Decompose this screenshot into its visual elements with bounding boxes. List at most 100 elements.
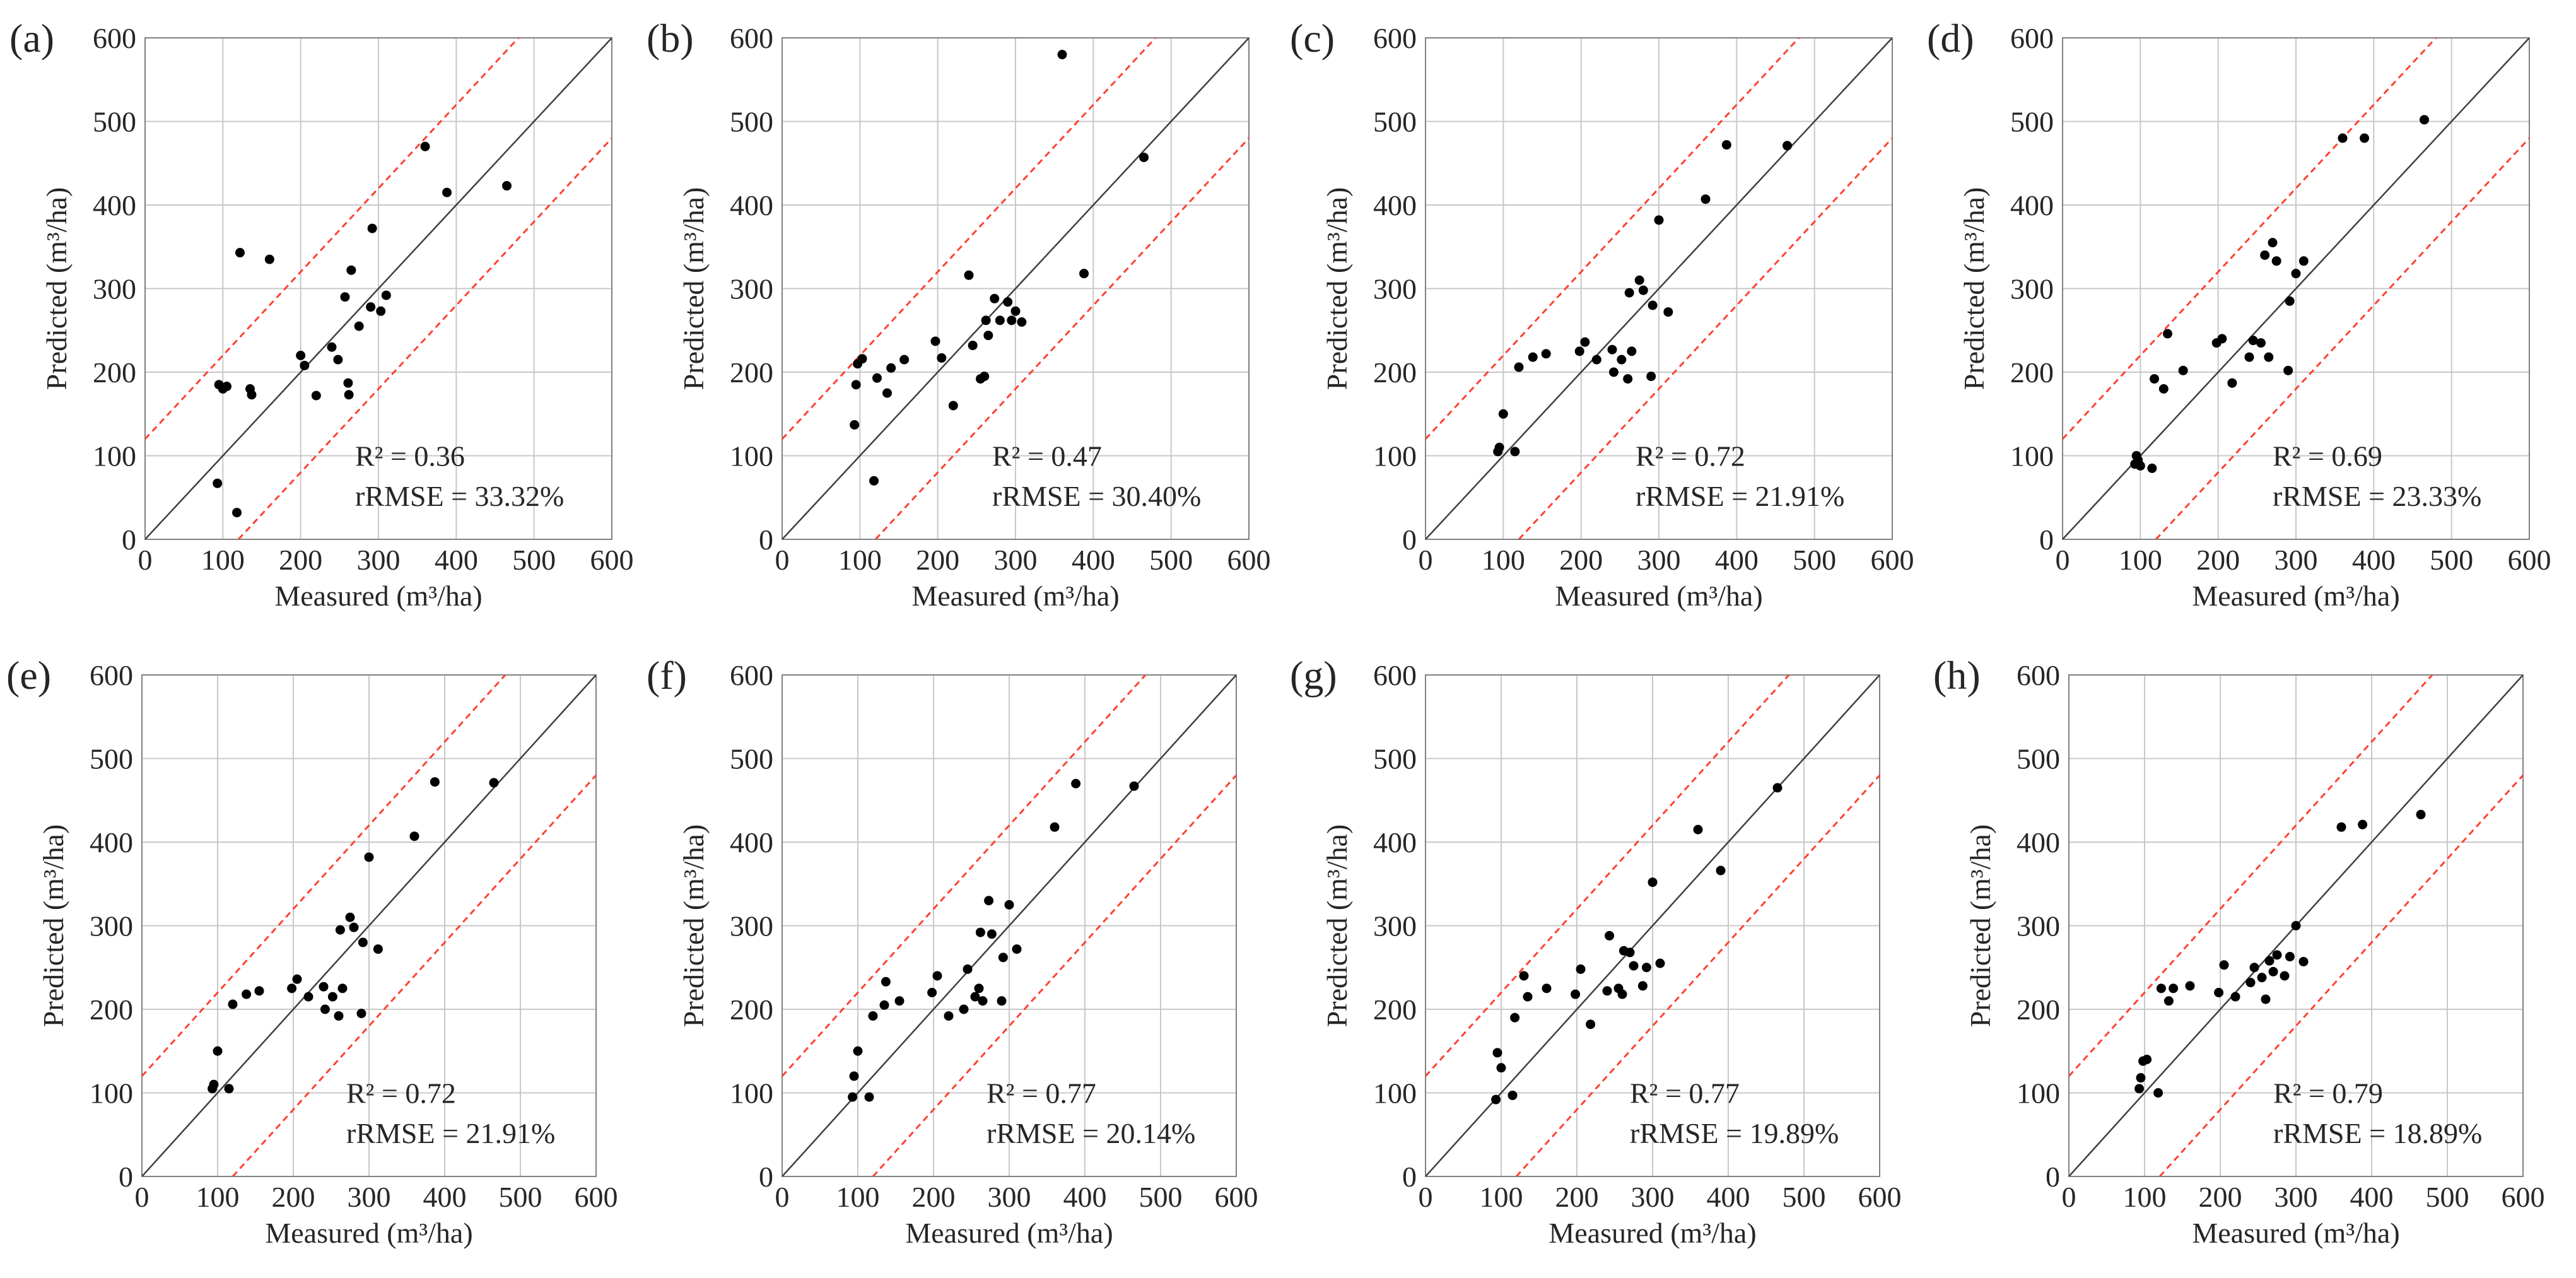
x-axis-title: Measured (m³/ha) xyxy=(911,580,1119,612)
data-point xyxy=(344,390,354,400)
y-tick-label: 400 xyxy=(1373,189,1417,221)
data-point xyxy=(2268,238,2278,248)
data-point xyxy=(1129,781,1139,791)
y-tick-label: 500 xyxy=(90,743,133,775)
panel-label: (f) xyxy=(647,653,687,698)
data-point xyxy=(209,1079,219,1089)
data-point xyxy=(345,912,355,922)
x-tick-label: 500 xyxy=(2430,544,2473,576)
data-point xyxy=(296,351,306,360)
rrmse-label: rRMSE = 18.89% xyxy=(2273,1117,2482,1149)
data-point xyxy=(1541,349,1551,359)
data-point xyxy=(2264,352,2274,362)
panel-f: 0 100 200 300 400 500 600 0 100 200 300 400 500 600 Me… xyxy=(647,653,1258,1249)
x-tick-label: 600 xyxy=(1215,1181,1258,1213)
r-squared-label: R² = 0.72 xyxy=(346,1077,456,1109)
data-point xyxy=(997,996,1007,1006)
rrmse-label: rRMSE = 20.14% xyxy=(986,1117,1195,1149)
data-point xyxy=(1010,306,1021,316)
data-point xyxy=(2360,133,2370,143)
data-point xyxy=(981,315,991,325)
data-point xyxy=(1494,442,1504,452)
data-point xyxy=(2358,819,2368,830)
x-tick-label: 300 xyxy=(348,1181,391,1213)
data-point xyxy=(1057,50,1067,59)
data-point xyxy=(327,992,337,1002)
data-point xyxy=(2336,822,2346,832)
data-point xyxy=(1519,971,1529,981)
data-point xyxy=(1574,346,1584,356)
data-point xyxy=(1498,409,1508,419)
data-point xyxy=(1012,944,1022,954)
data-point xyxy=(222,382,231,392)
identity-line xyxy=(145,38,612,539)
data-point xyxy=(1663,307,1673,317)
data-point xyxy=(864,1092,874,1102)
x-tick-label: 500 xyxy=(1793,544,1836,576)
x-tick-label: 400 xyxy=(1063,1181,1107,1213)
panel-label: (c) xyxy=(1290,16,1335,61)
y-tick-label: 200 xyxy=(730,356,773,389)
x-axis-title: Measured (m³/ha) xyxy=(1549,1217,1756,1249)
data-point xyxy=(2163,996,2174,1006)
x-tick-label: 200 xyxy=(916,544,959,576)
y-axis-title: Predicted (m³/ha) xyxy=(1964,824,1996,1028)
data-point xyxy=(948,401,958,411)
data-point xyxy=(2136,1073,2146,1083)
x-tick-label: 500 xyxy=(1783,1181,1826,1213)
x-tick-label: 100 xyxy=(2123,1181,2167,1213)
data-point xyxy=(2185,981,2195,991)
panel-label: (h) xyxy=(1933,653,1981,698)
plot-frame xyxy=(782,674,1237,1177)
y-tick-label: 100 xyxy=(2017,1077,2060,1110)
data-point xyxy=(2291,921,2301,930)
rrmse-label: rRMSE = 21.91% xyxy=(346,1117,555,1149)
data-point xyxy=(2264,956,2274,966)
data-point xyxy=(340,292,350,302)
data-point xyxy=(1514,362,1524,372)
x-axis-title: Measured (m³/ha) xyxy=(2192,580,2399,612)
x-tick-label: 300 xyxy=(1631,1181,1675,1213)
data-point xyxy=(1571,989,1581,999)
data-point xyxy=(354,321,364,331)
data-point xyxy=(300,360,310,370)
data-point xyxy=(2420,115,2429,125)
y-tick-label: 0 xyxy=(2046,1161,2060,1193)
data-point xyxy=(1617,989,1627,999)
data-point xyxy=(2285,952,2295,962)
rrmse-label: rRMSE = 30.40% xyxy=(992,480,1201,512)
y-tick-label: 100 xyxy=(730,440,773,472)
x-tick-label: 0 xyxy=(2056,544,2070,576)
x-tick-label: 100 xyxy=(1480,1181,1523,1213)
y-tick-label: 500 xyxy=(1373,743,1417,775)
data-point xyxy=(978,996,988,1006)
lower-bound-line xyxy=(2158,773,2523,1176)
y-tick-label: 300 xyxy=(730,273,773,305)
data-point xyxy=(1629,961,1639,971)
y-tick-label: 500 xyxy=(2017,743,2060,775)
data-point xyxy=(2217,334,2227,344)
y-tick-label: 600 xyxy=(2010,22,2054,54)
y-tick-label: 100 xyxy=(93,440,136,472)
x-tick-label: 0 xyxy=(775,544,790,576)
y-tick-label: 500 xyxy=(1373,106,1417,138)
x-tick-label: 200 xyxy=(912,1181,956,1213)
data-point xyxy=(1627,346,1637,356)
panel-d: 0 100 200 300 400 500 600 0 100 200 300 400 500 600 Me… xyxy=(1927,16,2551,612)
data-point xyxy=(2272,950,2282,960)
y-tick-label: 500 xyxy=(2010,106,2054,138)
x-tick-label: 600 xyxy=(1227,544,1271,576)
x-tick-label: 500 xyxy=(1139,1181,1183,1213)
x-tick-label: 400 xyxy=(1072,544,1115,576)
data-point xyxy=(1655,958,1665,968)
x-tick-label: 100 xyxy=(836,1181,880,1213)
x-tick-label: 400 xyxy=(1715,544,1759,576)
data-point xyxy=(2150,374,2160,384)
y-tick-label: 400 xyxy=(2017,826,2060,859)
data-point xyxy=(1638,285,1648,295)
panel-b: 0 100 200 300 400 500 600 0 100 200 300 400 500 600 Me… xyxy=(647,16,1271,612)
data-point xyxy=(213,1046,223,1056)
data-point xyxy=(2285,296,2295,306)
data-point xyxy=(857,354,867,364)
y-tick-label: 0 xyxy=(759,524,773,556)
